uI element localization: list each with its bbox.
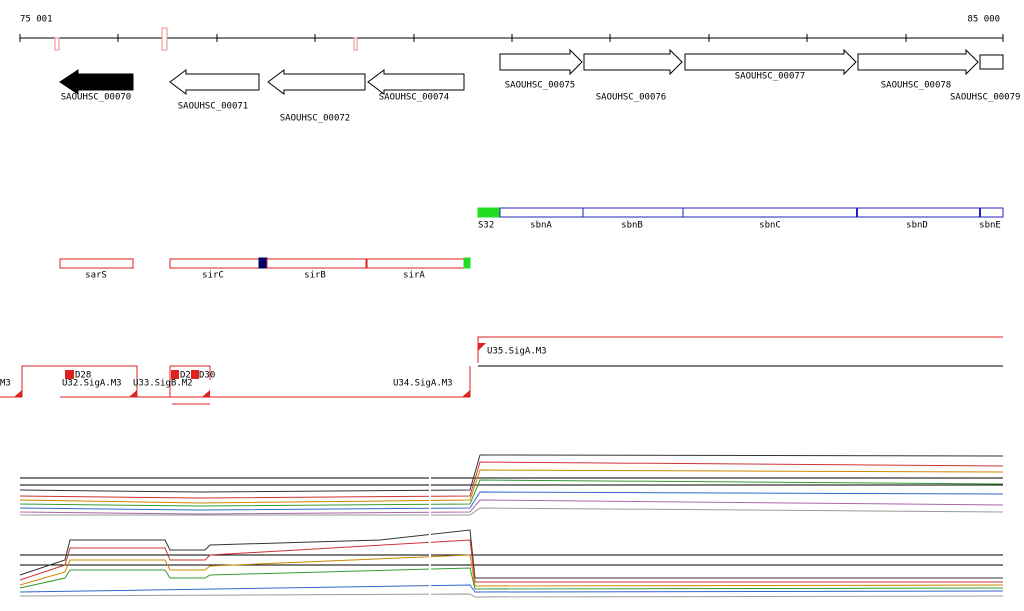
expression-track: [19, 525, 1004, 600]
gene-label: SAOUHSC_00070: [61, 93, 131, 103]
segment-label: sirC: [202, 271, 224, 281]
segment-boxes: [59, 207, 1004, 269]
gene-label: SAOUHSC_00074: [379, 93, 449, 103]
ruler-end: 85 000: [967, 15, 1000, 25]
ruler: [19, 34, 1004, 42]
gene-label: SAOUHSC_00075: [505, 81, 575, 91]
promoter-label: U34.SigA.M3: [393, 379, 453, 389]
promoter-label: U33.SigB.M2: [133, 379, 193, 389]
expression-track: [19, 450, 1004, 520]
segment-label: sirA: [403, 271, 425, 281]
gene-label: SAOUHSC_00072: [280, 114, 350, 124]
segment-label: sbnE: [979, 221, 1001, 231]
promoter-label: D30: [199, 371, 215, 381]
promoter-label: D2: [180, 371, 191, 381]
gene-arrows: [59, 48, 1004, 95]
segment-label: sbnD: [906, 221, 928, 231]
gene-label: SAOUHSC_00071: [178, 102, 248, 112]
segment-label: sbnB: [621, 221, 643, 231]
segment-label: sbnC: [759, 221, 781, 231]
gene-label: SAOUHSC_00078: [881, 81, 951, 91]
ruler-start: 75 001: [20, 15, 53, 25]
promoter-flags: [14, 343, 486, 397]
gene-label: SAOUHSC_00076: [596, 93, 666, 103]
promoter-label: U35.SigA.M3: [487, 347, 547, 357]
ruler-marks: [54, 27, 358, 51]
gene-label: SAOUHSC_00077: [735, 72, 805, 82]
gene-label: SAOUHSC_00079: [950, 93, 1020, 103]
segment-label: sbnA: [530, 221, 552, 231]
promoter-label: D28: [75, 371, 91, 381]
promoter-label: M3: [0, 379, 11, 389]
segment-label: sarS: [85, 271, 107, 281]
promoter-label: U32.SigA.M3: [62, 379, 122, 389]
segment-label: sirB: [304, 271, 326, 281]
segment-label: S32: [478, 221, 494, 231]
